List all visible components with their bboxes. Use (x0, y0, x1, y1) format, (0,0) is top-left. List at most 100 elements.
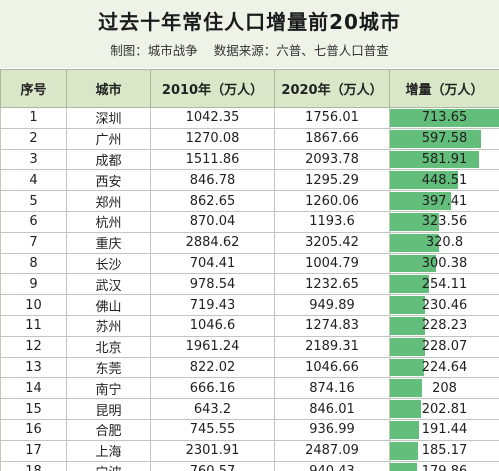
cell-city: 长沙 (66, 252, 151, 275)
cell-increase: 228.23 (389, 314, 499, 337)
cell-city: 广州 (66, 127, 151, 150)
increase-value: 323.56 (421, 214, 468, 230)
table-row: 16 合肥 745.55 936.99 191.44 (0, 418, 499, 441)
increase-value: 397.41 (421, 193, 468, 209)
cell-city: 南宁 (66, 377, 151, 400)
cell-increase: 597.58 (389, 127, 499, 150)
cell-increase: 397.41 (389, 190, 499, 212)
cell-increase: 228.07 (389, 335, 499, 358)
cell-pop2010: 1042.35 (150, 107, 275, 129)
cell-city: 苏州 (66, 314, 151, 337)
table-row: 17 上海 2301.91 2487.09 185.17 (0, 439, 499, 462)
increase-value: 179.86 (422, 464, 468, 471)
header-rank: 序号 (0, 69, 67, 108)
increase-value: 202.81 (421, 401, 468, 417)
cell-rank: 8 (0, 252, 67, 275)
increase-data-bar (390, 296, 426, 314)
cell-pop2020: 1756.01 (274, 107, 390, 129)
cell-increase: 191.44 (389, 418, 499, 441)
increase-data-bar (390, 129, 482, 148)
cell-rank: 4 (0, 169, 67, 192)
cell-pop2010: 1046.6 (150, 314, 275, 337)
cell-pop2010: 2301.91 (150, 439, 275, 462)
increase-data-bar (390, 109, 499, 127)
cell-rank: 5 (0, 190, 67, 212)
table-row: 5 郑州 862.65 1260.06 397.41 (0, 190, 499, 212)
cell-pop2010: 643.2 (150, 398, 275, 420)
cell-increase: 224.64 (389, 356, 499, 379)
header-pop2020: 2020年（万人） (274, 69, 390, 108)
cell-city: 郑州 (66, 190, 151, 212)
cell-pop2020: 940.43 (274, 460, 390, 471)
increase-data-bar (390, 150, 479, 169)
cell-rank: 15 (0, 398, 67, 420)
cell-rank: 10 (0, 294, 67, 316)
cell-pop2020: 3205.42 (274, 231, 390, 254)
cell-city: 佛山 (66, 294, 151, 316)
cell-pop2010: 2884.62 (150, 231, 275, 254)
cell-pop2010: 666.16 (150, 377, 275, 400)
cell-increase: 185.17 (389, 439, 499, 462)
increase-data-bar (390, 441, 419, 460)
cell-city: 北京 (66, 335, 151, 358)
increase-value: 185.17 (421, 443, 468, 459)
cell-city: 杭州 (66, 210, 151, 233)
increase-data-bar (390, 337, 425, 356)
table-row: 18宁波760.57940.43 179.86 (0, 460, 499, 471)
table-row: 8 长沙 704.41 1004.79 300.38 (0, 252, 499, 275)
cell-increase: 208 (389, 377, 499, 400)
increase-data-bar (390, 379, 422, 398)
increase-value: 228.07 (421, 339, 468, 355)
increase-value: 320.8 (425, 235, 464, 251)
cell-city: 东莞 (66, 356, 151, 379)
page-title: 过去十年常住人口增量前20城市 (98, 10, 401, 34)
cell-city: 合肥 (66, 418, 151, 441)
cell-rank: 16 (0, 418, 67, 441)
table-row: 6 杭州 870.04 1193.6 323.56 (0, 210, 499, 233)
cell-pop2010: 822.02 (150, 356, 275, 379)
increase-data-bar (390, 275, 429, 294)
cell-pop2010: 1511.86 (150, 148, 275, 171)
increase-data-bar (390, 358, 425, 377)
cell-increase: 448.51 (389, 169, 499, 192)
table-row: 15 昆明 643.2 846.01 202.81 (0, 398, 499, 420)
increase-data-bar (390, 254, 436, 273)
cell-pop2020: 846.01 (274, 398, 390, 420)
table-row: 12 北京 1961.24 2189.31 228.07 (0, 335, 499, 358)
increase-data-bar (390, 212, 440, 231)
cell-pop2010: 862.65 (150, 190, 275, 212)
increase-value: 713.65 (421, 110, 468, 126)
cell-rank: 7 (0, 231, 67, 254)
data-source: 数据来源：六普、七普人口普查 (213, 43, 389, 58)
cell-rank: 3 (0, 148, 67, 171)
cell-pop2020: 2093.78 (274, 148, 390, 171)
cell-rank: 11 (0, 314, 67, 337)
header-pop2010: 2010年（万人） (150, 69, 275, 108)
cell-pop2010: 704.41 (150, 252, 275, 275)
table-row: 14 南宁 666.16 874.16 208 (0, 377, 499, 400)
cell-increase: 202.81 (389, 398, 499, 420)
table-row: 13 东莞 822.02 1046.66 224.64 (0, 356, 499, 379)
cell-pop2020: 1232.65 (274, 273, 390, 296)
cell-city: 西安 (66, 169, 151, 192)
cell-increase: 320.8 (389, 231, 499, 254)
table-row: 11 苏州 1046.6 1274.83 228.23 (0, 314, 499, 337)
table-body: 1 深圳 1042.35 1756.01 713.65 2 广州 1270.08 1867.66… (0, 107, 499, 471)
increase-data-bar (390, 233, 440, 252)
header-city: 城市 (66, 69, 151, 108)
increase-data-bar (390, 420, 420, 439)
increase-value: 300.38 (421, 255, 468, 271)
increase-data-bar (390, 400, 421, 418)
cell-pop2020: 1295.29 (274, 169, 390, 192)
cell-pop2020: 1274.83 (274, 314, 390, 337)
cell-increase: 254.11 (389, 273, 499, 296)
cell-rank: 17 (0, 439, 67, 462)
increase-data-bar (390, 316, 425, 335)
table-row: 4 西安 846.78 1295.29 448.51 (0, 169, 499, 192)
cell-pop2010: 1961.24 (150, 335, 275, 358)
cell-city: 宁波 (66, 460, 151, 471)
cell-pop2020: 1867.66 (274, 127, 390, 150)
increase-value: 597.58 (421, 131, 468, 147)
cell-pop2020: 2487.09 (274, 439, 390, 462)
cell-pop2020: 2189.31 (274, 335, 390, 358)
